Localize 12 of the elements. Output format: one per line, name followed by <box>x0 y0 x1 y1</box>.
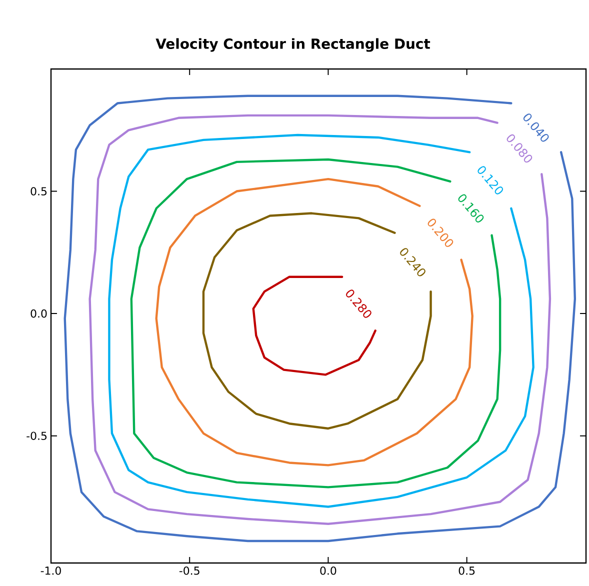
line-series <box>130 158 502 488</box>
x-tick-label: -1.0 <box>40 566 61 575</box>
y-tick-label: 0.0 <box>30 309 47 318</box>
line-series <box>64 94 576 542</box>
x-tick-label: 0.5 <box>458 566 475 575</box>
line-series <box>252 276 376 376</box>
chart-title: Velocity Contour in Rectangle Duct <box>156 38 430 52</box>
y-tick-label: -0.5 <box>26 432 47 440</box>
x-tick-label: -0.5 <box>179 566 200 575</box>
line-series <box>88 114 552 525</box>
x-tick-label: 0.0 <box>320 566 336 575</box>
y-tick-label: 0.5 <box>30 187 47 196</box>
